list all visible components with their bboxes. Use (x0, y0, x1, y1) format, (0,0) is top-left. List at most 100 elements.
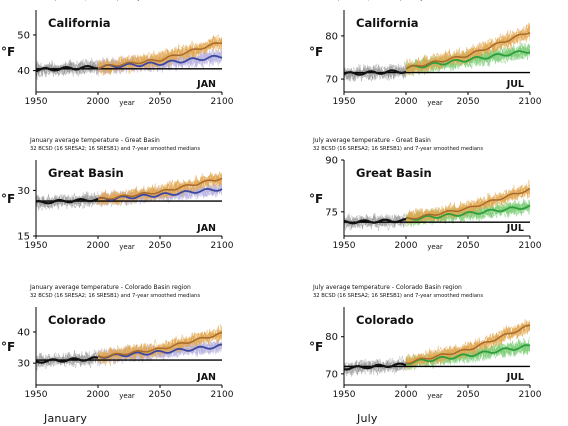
y-tick-label: 75 (325, 207, 338, 218)
panel-jan-great-basin: January average temperature - Great Basi… (1, 137, 234, 251)
x-axis-label: year (427, 243, 443, 251)
panel-jan-colorado: January average temperature - Colorado B… (1, 284, 234, 400)
x-tick-label: 2050 (149, 241, 172, 251)
historical-run-line (36, 192, 99, 209)
x-tick-label: 1950 (25, 97, 48, 107)
x-tick-label: 2050 (457, 390, 480, 400)
x-tick-label: 2050 (457, 241, 480, 251)
x-tick-label: 2000 (395, 390, 418, 400)
x-axis-label: year (119, 243, 135, 251)
region-label: Colorado (356, 313, 414, 327)
y-tick-label: 40 (17, 66, 30, 77)
month-label: JAN (196, 223, 216, 234)
x-tick-label: 1950 (25, 390, 48, 400)
plot-area (36, 34, 222, 80)
x-tick-label: 2100 (519, 390, 542, 400)
x-tick-label: 2100 (211, 97, 234, 107)
y-tick-label: 80 (325, 31, 338, 42)
panel-subtitle: 32 BCSD (16 SRESA2; 16 SRESB1) and 7-yea… (30, 293, 200, 299)
july-column-label: July (357, 412, 378, 425)
x-axis-label: year (119, 99, 135, 107)
y-axis-label: °F (1, 340, 15, 354)
historical-run-line (344, 215, 406, 228)
x-axis-label: year (427, 99, 443, 107)
region-label: Great Basin (48, 166, 124, 180)
sresa2-run-line (405, 323, 530, 369)
sresa2-run-line (97, 329, 222, 364)
sresa2-run-line (97, 323, 222, 364)
y-tick-label: 15 (17, 232, 30, 243)
y-axis-label: °F (1, 45, 15, 59)
plot-area (36, 323, 222, 371)
x-tick-label: 2000 (87, 390, 110, 400)
historical-median-line (343, 69, 407, 76)
y-tick-label: 80 (325, 332, 338, 343)
x-tick-label: 2100 (519, 241, 542, 251)
month-label: JAN (196, 79, 216, 90)
sresa2-median-line (97, 177, 223, 200)
region-label: Colorado (48, 313, 106, 327)
x-tick-label: 2100 (519, 97, 542, 107)
x-axis-label: year (119, 392, 135, 400)
month-label: JUL (506, 79, 524, 90)
january-column-label: January (44, 412, 88, 425)
sresa2-median-line (405, 324, 531, 365)
x-tick-label: 2000 (87, 97, 110, 107)
sresa2-median-line (405, 187, 531, 220)
y-tick-label: 40 (17, 327, 30, 338)
panel-jan-california: 32 BCSD (16 SRESA2; 16 SRESB1) and 7-yea… (1, 0, 234, 107)
sresa2-run-line (405, 188, 530, 224)
x-tick-label: 1950 (333, 390, 356, 400)
historical-median-line (35, 197, 99, 205)
sresa2-median-line (97, 42, 222, 70)
region-label: California (356, 16, 419, 30)
y-tick-label: 90 (325, 156, 338, 167)
x-tick-label: 2050 (457, 97, 480, 107)
historical-median-line (35, 64, 99, 73)
month-label: JAN (196, 372, 216, 383)
x-tick-label: 2100 (211, 390, 234, 400)
panel-subtitle: 32 BCSD (16 SRESA2; 16 SRESB1) and 7-yea… (30, 0, 200, 2)
region-label: California (48, 16, 111, 30)
sresb1-median-line (405, 50, 531, 70)
historical-run-line (344, 358, 407, 374)
panel-subtitle: 32 BCSD (16 SRESA2; 16 SRESB1) and 7-yea… (313, 293, 483, 299)
panel-jul-great-basin: July average temperature - Great Basin 32… (309, 137, 542, 251)
y-tick-label: 50 (17, 30, 30, 41)
y-tick-label: 70 (325, 369, 338, 380)
historical-run-line (344, 64, 407, 82)
sresb1-median-line (97, 54, 223, 70)
panel-jul-colorado: July average temperature - Colorado Basi… (309, 284, 542, 400)
historical-median-line (343, 362, 407, 371)
x-tick-label: 2050 (149, 97, 172, 107)
x-tick-label: 2000 (395, 97, 418, 107)
historical-median-line (343, 218, 407, 225)
x-tick-label: 1950 (333, 97, 356, 107)
month-label: JUL (506, 372, 524, 383)
x-tick-label: 1950 (25, 241, 48, 251)
sresb1-median-line (97, 187, 223, 201)
y-tick-label: 30 (17, 359, 30, 370)
sresa2-median-line (97, 331, 223, 358)
panel-subtitle: 32 BCSD (16 SRESA2; 16 SRESB1) and 7-yea… (313, 0, 483, 2)
sresb1-median-line (405, 344, 531, 365)
x-tick-label: 2000 (395, 241, 418, 251)
y-axis-label: °F (309, 45, 323, 59)
x-tick-label: 2100 (211, 241, 234, 251)
x-tick-label: 1950 (333, 241, 356, 251)
sresa2-median-line (405, 32, 531, 70)
y-tick-label: 30 (17, 186, 30, 197)
historical-median-line (35, 356, 99, 364)
panel-title: July average temperature - Great Basin (312, 137, 431, 144)
panel-title: January average temperature - Colorado B… (29, 284, 191, 291)
month-label: JUL (506, 223, 524, 234)
y-axis-label: °F (309, 340, 323, 354)
sresb1-median-line (97, 343, 223, 359)
y-axis-label: °F (309, 192, 323, 206)
sresb1-median-line (405, 204, 531, 221)
panel-subtitle: 32 BCSD (16 SRESA2; 16 SRESB1) and 7-yea… (30, 146, 200, 152)
panel-title: July average temperature - Colorado Basi… (312, 284, 462, 291)
y-axis-label: °F (1, 192, 15, 206)
panel-title: January average temperature - Great Basi… (29, 137, 160, 144)
